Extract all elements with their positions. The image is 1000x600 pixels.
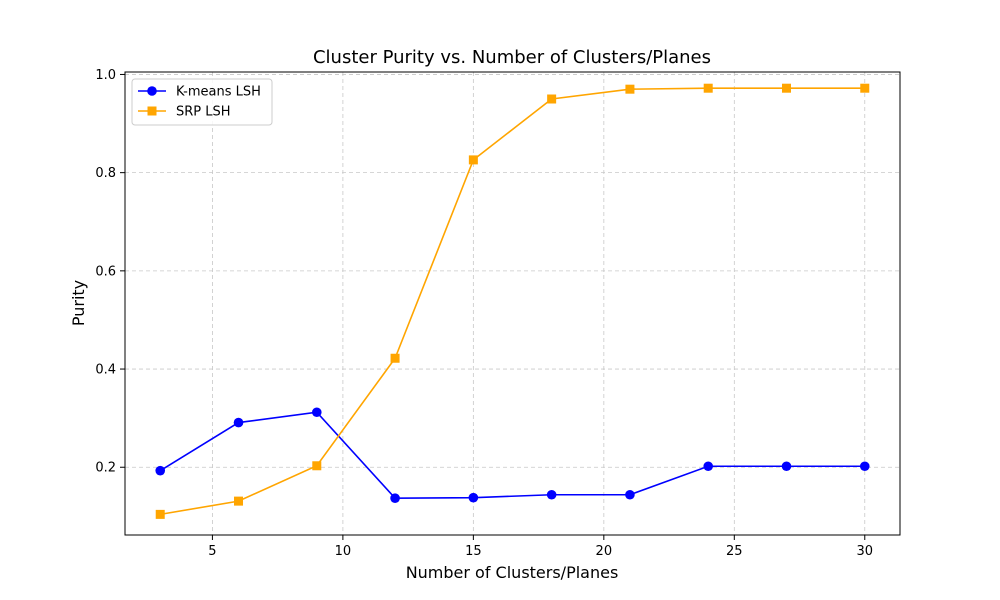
- x-tick-label: 5: [208, 544, 216, 559]
- y-axis-label: Purity: [69, 280, 88, 326]
- series-line-k-means-lsh: [159, 411, 865, 499]
- legend-label-k-means-lsh: K-means LSH: [176, 85, 261, 100]
- data-point-srp-lsh: [547, 94, 557, 104]
- data-point-k-means-lsh: [233, 417, 244, 428]
- data-point-srp-lsh: [860, 83, 870, 93]
- series-line-srp-lsh: [160, 87, 865, 516]
- y-tick-label: 0.8: [95, 166, 116, 181]
- data-point-srp-lsh: [781, 83, 791, 93]
- y-tick-label: 0.4: [95, 363, 116, 378]
- series-srp-lsh: [155, 83, 870, 519]
- y-tick-label: 0.6: [95, 264, 116, 279]
- data-point-k-means-lsh: [155, 465, 166, 476]
- data-point-srp-lsh: [234, 496, 244, 506]
- axis-ticks: 5 10 15 20 25 30 0.2 0.4 0.6 0.8 1.0: [95, 68, 873, 559]
- data-point-k-means-lsh: [311, 407, 322, 418]
- x-axis-label: Number of Clusters/Planes: [406, 563, 619, 582]
- data-point-k-means-lsh: [703, 461, 714, 472]
- data-point-k-means-lsh: [625, 489, 635, 500]
- data-point-srp-lsh: [625, 84, 635, 94]
- chart-title: Cluster Purity vs. Number of Clusters/Pl…: [313, 47, 711, 68]
- data-point-k-means-lsh: [390, 493, 400, 503]
- data-point-srp-lsh: [390, 353, 400, 363]
- legend: K-means LSH SRP LSH: [131, 78, 273, 126]
- data-point-k-means-lsh: [468, 492, 479, 503]
- x-tick-label: 20: [596, 544, 613, 559]
- x-tick-label: 25: [726, 544, 743, 559]
- data-point-srp-lsh: [312, 461, 322, 471]
- series-k-means-lsh: [155, 407, 870, 503]
- plot-frame: [124, 71, 901, 536]
- legend-marker-srp-lsh: [147, 106, 157, 116]
- data-point-srp-lsh: [155, 509, 165, 519]
- legend-label-srp-lsh: SRP LSH: [176, 105, 231, 120]
- x-tick-label: 10: [335, 544, 352, 559]
- legend-box: [131, 78, 273, 126]
- data-point-k-means-lsh: [781, 461, 792, 472]
- y-tick-label: 0.2: [95, 461, 116, 476]
- x-tick-label: 30: [856, 544, 873, 559]
- legend-marker-k-means-lsh: [147, 86, 157, 96]
- series-layer: [155, 83, 870, 519]
- data-point-k-means-lsh: [546, 489, 557, 500]
- data-point-srp-lsh: [468, 155, 478, 165]
- data-point-srp-lsh: [703, 83, 713, 93]
- data-point-k-means-lsh: [859, 461, 870, 472]
- y-tick-label: 1.0: [95, 68, 116, 83]
- grid: [125, 72, 900, 535]
- x-tick-label: 15: [465, 544, 482, 559]
